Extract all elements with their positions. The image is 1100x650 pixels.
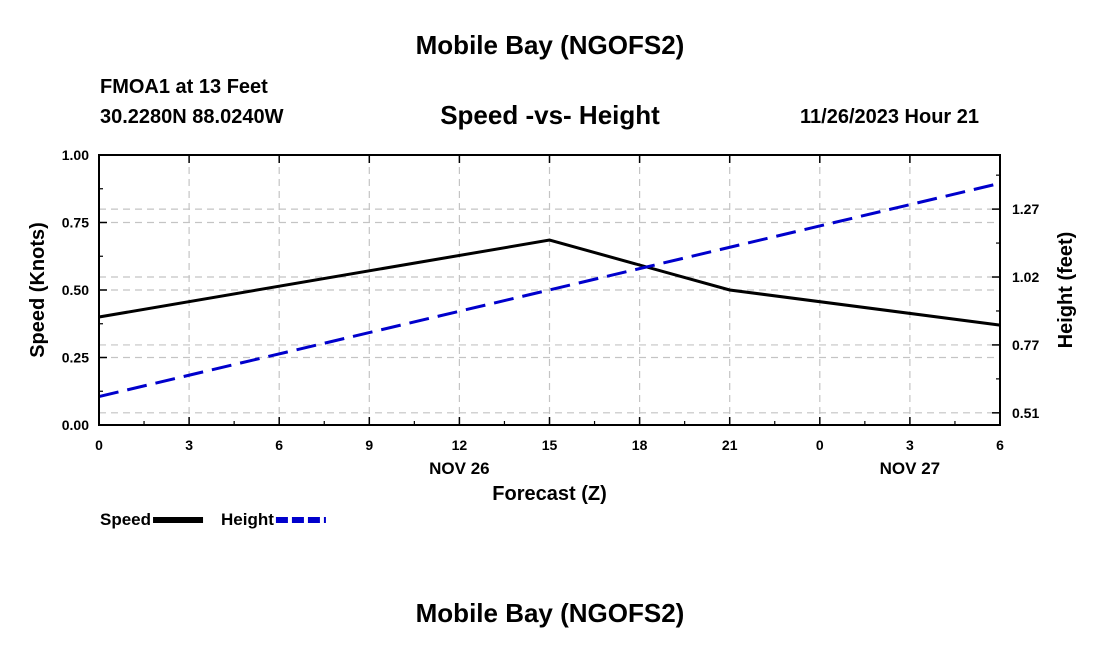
x-tick-label: 3 — [906, 437, 914, 453]
y-tick-label: 0.00 — [62, 417, 89, 433]
station-label: FMOA1 at 13 Feet — [100, 76, 268, 98]
x-tick-label: 12 — [452, 437, 468, 453]
y2-tick-label: 0.51 — [1012, 405, 1039, 421]
y-tick-label: 1.00 — [62, 147, 89, 163]
grid-lines — [99, 155, 1000, 425]
speed-series-line — [98, 238, 1001, 327]
y2-tick-label: 1.27 — [1012, 201, 1039, 217]
legend-label-height: Height — [221, 510, 274, 529]
axes: 0 3 6 9 12 15 18 21 0 3 6 NOV 26 NOV 27 0.00 0.25 0.50 0… — [62, 147, 1040, 478]
x-tick-label: 3 — [185, 437, 193, 453]
y-tick-label: 0.50 — [62, 282, 89, 298]
x-tick-label: 21 — [722, 437, 738, 453]
forecast-datetime: 11/26/2023 Hour 21 — [800, 106, 980, 128]
y2-tick-label: 0.77 — [1012, 337, 1039, 353]
y-axis-label: Speed (Knots) — [27, 222, 49, 358]
x-tick-label: 0 — [95, 437, 103, 453]
x-tick-label: 18 — [632, 437, 648, 453]
y-tick-label: 0.25 — [62, 350, 89, 366]
legend: Speed Height — [100, 510, 326, 529]
chart-title: Speed -vs- Height — [440, 100, 660, 130]
station-coordinates: 30.2280N 88.0240W — [100, 106, 284, 128]
legend-label-speed: Speed — [100, 510, 151, 529]
height-series-line — [98, 181, 1001, 398]
y2-axis-label: Height (feet) — [1055, 232, 1077, 349]
x-tick-label: 0 — [816, 437, 824, 453]
x-tick-label: 9 — [365, 437, 373, 453]
x-tick-label: 6 — [996, 437, 1004, 453]
page-title: Mobile Bay (NGOFS2) — [415, 30, 685, 60]
x-tick-label: 15 — [542, 437, 558, 453]
x-date-label: NOV 26 — [429, 459, 489, 478]
y2-tick-label: 1.02 — [1012, 269, 1039, 285]
x-axis-label: Forecast (Z) — [492, 483, 606, 505]
x-tick-label: 6 — [275, 437, 283, 453]
y-tick-label: 0.75 — [62, 215, 89, 231]
footer-title: Mobile Bay (NGOFS2) — [415, 598, 685, 628]
x-date-label: NOV 27 — [880, 459, 940, 478]
series-lines — [98, 181, 1001, 398]
